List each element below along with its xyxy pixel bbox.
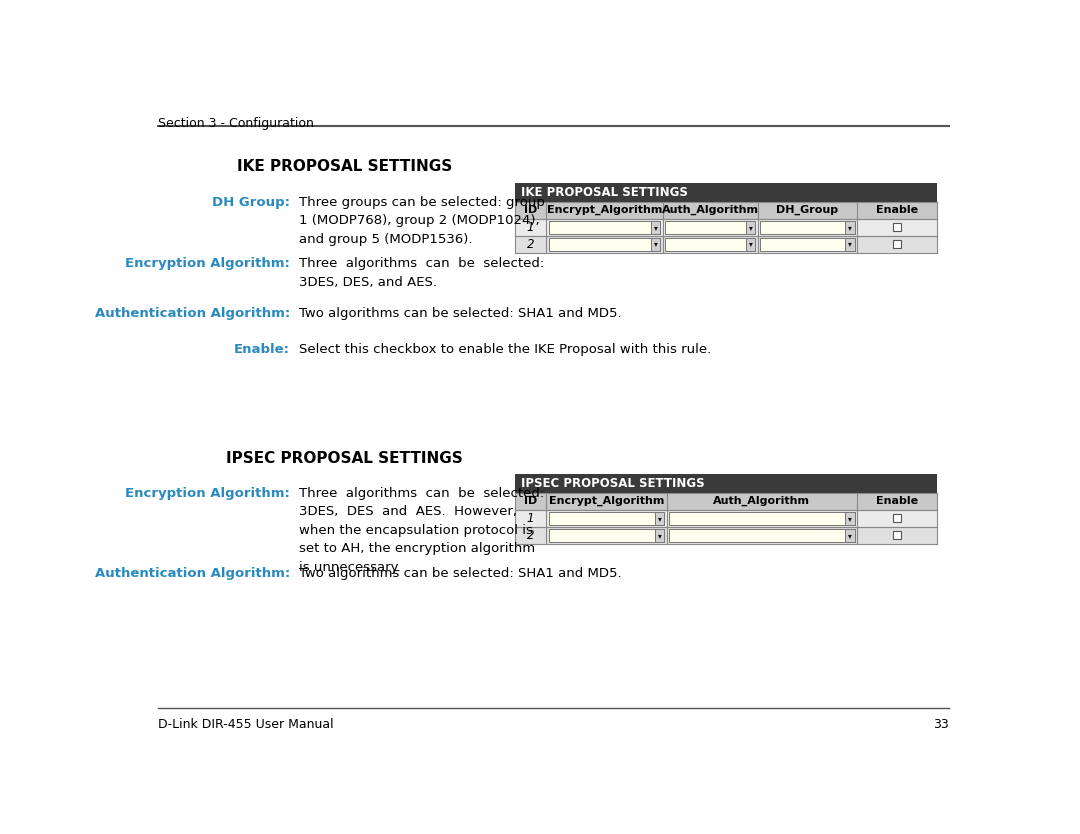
Text: Three groups can be selected: group
1 (MODP768), group 2 (MODP1024),
and group 5: Three groups can be selected: group 1 (M… [299, 195, 545, 245]
FancyBboxPatch shape [515, 235, 937, 253]
Text: Authentication Algorithm:: Authentication Algorithm: [95, 566, 291, 580]
FancyBboxPatch shape [746, 220, 755, 234]
Text: ▾: ▾ [653, 223, 658, 232]
FancyBboxPatch shape [549, 511, 664, 525]
Text: 1: 1 [527, 512, 535, 525]
Text: ▾: ▾ [653, 239, 658, 249]
FancyBboxPatch shape [549, 220, 660, 234]
FancyBboxPatch shape [746, 238, 755, 250]
Text: ▾: ▾ [848, 239, 852, 249]
Text: 2: 2 [527, 529, 535, 541]
Text: D-Link DIR-455 User Manual: D-Link DIR-455 User Manual [159, 717, 334, 731]
Text: Auth_Algorithm: Auth_Algorithm [713, 496, 810, 506]
Text: IKE PROPOSAL SETTINGS: IKE PROPOSAL SETTINGS [237, 158, 451, 173]
FancyBboxPatch shape [515, 526, 937, 544]
FancyBboxPatch shape [670, 529, 854, 541]
FancyBboxPatch shape [893, 531, 901, 539]
Text: Encryption Algorithm:: Encryption Algorithm: [125, 486, 291, 500]
Text: ▾: ▾ [848, 530, 852, 540]
FancyBboxPatch shape [515, 510, 937, 526]
Text: Auth_Algorithm: Auth_Algorithm [662, 205, 758, 215]
Text: Two algorithms can be selected: SHA1 and MD5.: Two algorithms can be selected: SHA1 and… [299, 566, 622, 580]
Text: Select this checkbox to enable the IKE Proposal with this rule.: Select this checkbox to enable the IKE P… [299, 344, 712, 356]
Text: ▾: ▾ [748, 223, 753, 232]
FancyBboxPatch shape [515, 202, 937, 219]
Text: ▾: ▾ [658, 530, 662, 540]
FancyBboxPatch shape [846, 220, 854, 234]
Text: 33: 33 [933, 717, 948, 731]
Text: Enable:: Enable: [234, 344, 291, 356]
Text: DH_Group: DH_Group [777, 205, 838, 215]
Text: Two algorithms can be selected: SHA1 and MD5.: Two algorithms can be selected: SHA1 and… [299, 307, 622, 320]
Text: Three  algorithms  can  be  selected:
3DES, DES, and AES.: Three algorithms can be selected: 3DES, … [299, 257, 544, 289]
FancyBboxPatch shape [651, 238, 660, 250]
FancyBboxPatch shape [656, 529, 664, 541]
Text: IPSEC PROPOSAL SETTINGS: IPSEC PROPOSAL SETTINGS [226, 451, 462, 466]
FancyBboxPatch shape [846, 529, 854, 541]
FancyBboxPatch shape [515, 183, 937, 202]
FancyBboxPatch shape [760, 220, 854, 234]
FancyBboxPatch shape [549, 529, 664, 541]
Text: ▾: ▾ [658, 514, 662, 523]
FancyBboxPatch shape [846, 238, 854, 250]
Text: Authentication Algorithm:: Authentication Algorithm: [95, 307, 291, 320]
FancyBboxPatch shape [665, 220, 755, 234]
Text: 1: 1 [527, 221, 535, 234]
FancyBboxPatch shape [846, 511, 854, 525]
Text: 2: 2 [527, 238, 535, 250]
Text: Enable: Enable [876, 205, 918, 215]
FancyBboxPatch shape [549, 238, 660, 250]
Text: ID: ID [524, 205, 537, 215]
Text: Enable: Enable [876, 496, 918, 506]
Text: ▾: ▾ [848, 223, 852, 232]
FancyBboxPatch shape [893, 515, 901, 522]
Text: ID: ID [524, 496, 537, 506]
FancyBboxPatch shape [893, 240, 901, 248]
Text: ▾: ▾ [848, 514, 852, 523]
FancyBboxPatch shape [515, 493, 937, 510]
Text: Encryption Algorithm:: Encryption Algorithm: [125, 257, 291, 270]
FancyBboxPatch shape [515, 219, 937, 235]
Text: Encrypt_Algorithm: Encrypt_Algorithm [549, 496, 664, 506]
Text: Encrypt_Algorithm: Encrypt_Algorithm [546, 205, 662, 215]
FancyBboxPatch shape [515, 475, 937, 493]
FancyBboxPatch shape [760, 238, 854, 250]
Text: Three  algorithms  can  be  selected:
3DES,  DES  and  AES.  However,
when the e: Three algorithms can be selected: 3DES, … [299, 486, 544, 574]
Text: DH Group:: DH Group: [212, 195, 291, 208]
FancyBboxPatch shape [670, 511, 854, 525]
Text: ▾: ▾ [748, 239, 753, 249]
FancyBboxPatch shape [656, 511, 664, 525]
Text: Section 3 - Configuration: Section 3 - Configuration [159, 117, 314, 130]
FancyBboxPatch shape [665, 238, 755, 250]
FancyBboxPatch shape [651, 220, 660, 234]
Text: IPSEC PROPOSAL SETTINGS: IPSEC PROPOSAL SETTINGS [521, 477, 704, 490]
Text: IKE PROPOSAL SETTINGS: IKE PROPOSAL SETTINGS [521, 186, 688, 199]
FancyBboxPatch shape [893, 224, 901, 231]
